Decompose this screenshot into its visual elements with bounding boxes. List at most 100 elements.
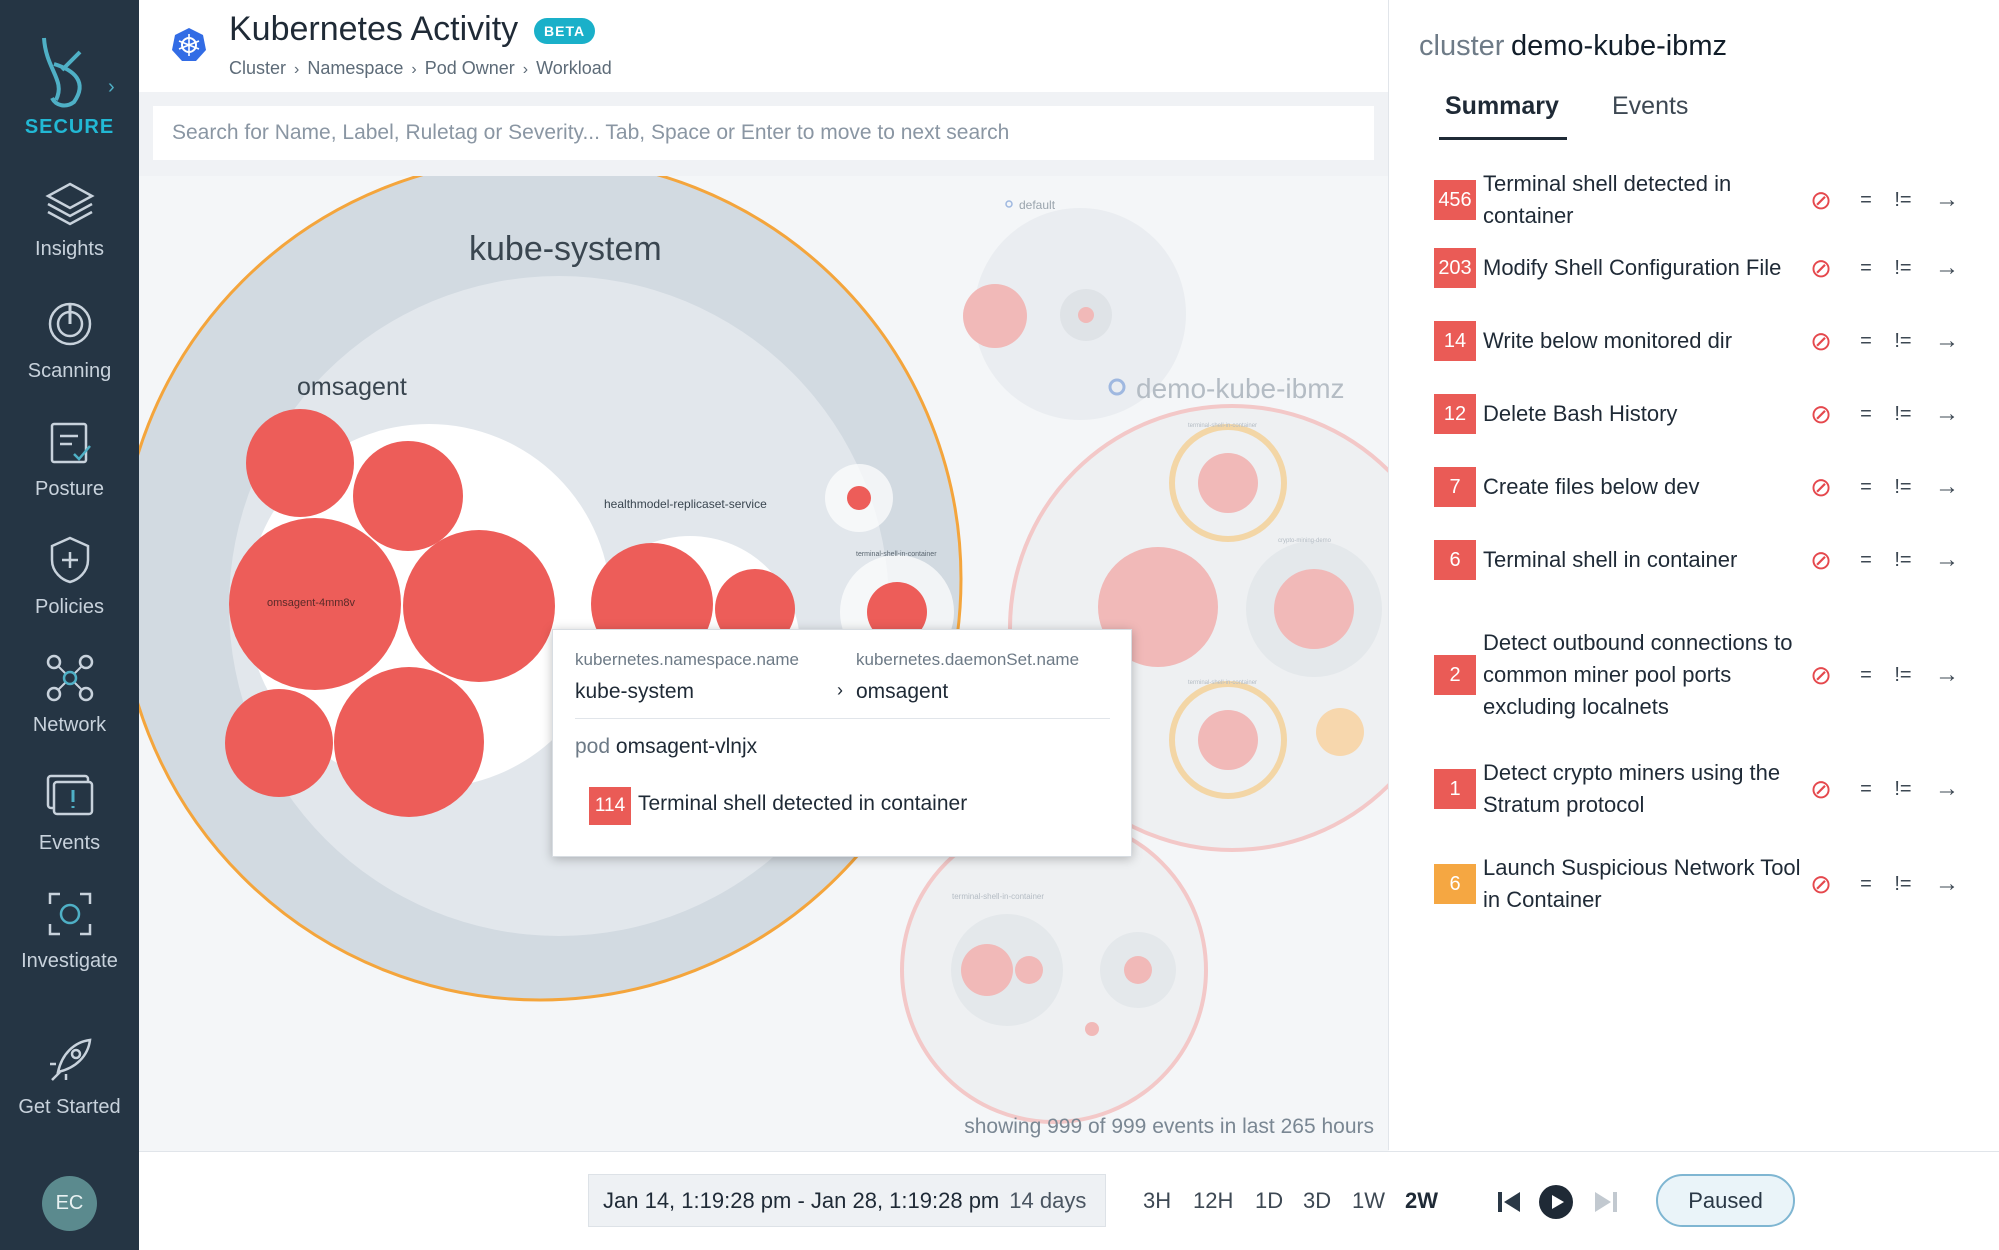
nav-get-started[interactable]: Get Started [0, 1034, 139, 1144]
pod-bubble[interactable] [867, 582, 927, 642]
secure-logo[interactable]: › [0, 20, 139, 150]
filter-equals-icon[interactable]: = [1860, 330, 1872, 352]
range-1d-button[interactable]: 1D [1255, 1188, 1284, 1213]
breadcrumb-cluster[interactable]: Cluster [229, 58, 287, 78]
pod-bubble[interactable] [961, 944, 1013, 996]
pod-key: pod [575, 735, 611, 758]
chevron-right-icon: › [522, 61, 529, 78]
pod-bubble[interactable] [1078, 307, 1094, 323]
arrow-right-icon[interactable]: → [1935, 870, 1959, 897]
filter-not-equals-icon[interactable]: != [1894, 778, 1912, 800]
exclude-icon[interactable]: ⊘ [1810, 660, 1832, 690]
exclude-icon[interactable]: ⊘ [1810, 869, 1832, 899]
range-2w-button[interactable]: 2W [1405, 1188, 1438, 1213]
arrow-right-icon[interactable]: → [1935, 546, 1959, 573]
pod-bubble[interactable] [1274, 569, 1354, 649]
chevron-right-icon: › [411, 61, 417, 78]
paused-button[interactable]: Paused [1656, 1174, 1795, 1227]
filter-not-equals-icon[interactable]: != [1894, 189, 1912, 211]
pod-bubble[interactable] [1198, 710, 1258, 770]
nav-insights[interactable]: Insights [0, 180, 139, 290]
filter-not-equals-icon[interactable]: != [1894, 257, 1912, 279]
event-row[interactable]: 203 Modify Shell Configuration File ⊘ = != → [1434, 248, 1974, 288]
pod-bubble[interactable] [847, 486, 871, 510]
filter-equals-icon[interactable]: = [1860, 664, 1872, 686]
expand-nav-icon[interactable]: › [108, 76, 115, 98]
filter-equals-icon[interactable]: = [1860, 549, 1872, 571]
avatar[interactable]: EC [42, 1176, 97, 1231]
pod-bubble[interactable] [229, 518, 401, 690]
play-icon[interactable] [1539, 1185, 1573, 1219]
breadcrumb-workload[interactable]: Workload [536, 58, 612, 78]
tab-summary[interactable]: Summary [1445, 92, 1559, 120]
nav-posture[interactable]: Posture [0, 416, 139, 526]
filter-not-equals-icon[interactable]: != [1894, 873, 1912, 895]
event-row[interactable]: 1 Detect crypto miners using the Stratum … [1434, 757, 1974, 821]
skip-forward-icon[interactable] [1593, 1190, 1619, 1214]
breadcrumb-namespace[interactable]: Namespace [307, 58, 404, 78]
filter-not-equals-icon[interactable]: != [1894, 664, 1912, 686]
arrow-right-icon[interactable]: → [1935, 186, 1959, 213]
arrow-right-icon[interactable]: → [1935, 473, 1959, 500]
arrow-right-icon[interactable]: → [1935, 400, 1959, 427]
breadcrumb-pod-owner[interactable]: Pod Owner [424, 58, 515, 78]
filter-equals-icon[interactable]: = [1860, 873, 1872, 895]
event-row[interactable]: 14 Write below monitored dir ⊘ = != → [1434, 321, 1974, 361]
exclude-icon[interactable]: ⊘ [1810, 326, 1832, 356]
tab-events[interactable]: Events [1612, 92, 1689, 120]
panel-divider[interactable] [1388, 0, 1389, 1150]
pod-bubble[interactable] [963, 284, 1027, 348]
event-row[interactable]: 2 Detect outbound connections to common m… [1434, 627, 1974, 723]
event-row[interactable]: 456 Terminal shell detected in container ⊘… [1434, 168, 1974, 232]
nav-policies[interactable]: Policies [0, 534, 139, 644]
pod-bubble[interactable] [1085, 1022, 1099, 1036]
nav-investigate[interactable]: Investigate [0, 888, 139, 998]
exclude-icon[interactable]: ⊘ [1810, 545, 1832, 575]
range-3h-button[interactable]: 3H [1143, 1188, 1172, 1213]
pod-bubble[interactable] [225, 689, 333, 797]
range-12h-button[interactable]: 12H [1193, 1188, 1234, 1213]
exclude-icon[interactable]: ⊘ [1810, 472, 1832, 502]
skip-back-icon[interactable] [1496, 1190, 1522, 1214]
time-range[interactable]: Jan 14, 1:19:28 pm - Jan 28, 1:19:28 pm 1… [588, 1174, 1106, 1227]
event-row[interactable]: 12 Delete Bash History ⊘ = != → [1434, 394, 1974, 434]
exclude-icon[interactable]: ⊘ [1810, 185, 1832, 215]
pod-bubble[interactable] [1316, 708, 1364, 756]
nav-events[interactable]: Events [0, 770, 139, 880]
workload-label: crypto-mining-demo [1278, 538, 1332, 544]
exclude-icon[interactable]: ⊘ [1810, 774, 1832, 804]
pod-bubble[interactable] [1124, 956, 1152, 984]
filter-equals-icon[interactable]: = [1860, 257, 1872, 279]
pod-bubble[interactable] [353, 441, 463, 551]
exclude-icon[interactable]: ⊘ [1810, 253, 1832, 283]
arrow-right-icon[interactable]: → [1935, 254, 1959, 281]
filter-not-equals-icon[interactable]: != [1894, 476, 1912, 498]
arrow-right-icon[interactable]: → [1935, 775, 1959, 802]
arrow-right-icon[interactable]: → [1935, 327, 1959, 354]
filter-not-equals-icon[interactable]: != [1894, 330, 1912, 352]
exclude-icon[interactable]: ⊘ [1810, 399, 1832, 429]
activity-canvas[interactable]: kube-system omsagent omsagent-4mm8v heal… [139, 176, 1389, 1151]
nav-network[interactable]: Network [0, 652, 139, 762]
nav-scanning[interactable]: Scanning [0, 298, 139, 408]
filter-not-equals-icon[interactable]: != [1894, 403, 1912, 425]
event-count-badge: 203 [1434, 248, 1476, 288]
event-row[interactable]: 6 Launch Suspicious Network Tool in Conta… [1434, 852, 1974, 916]
filter-equals-icon[interactable]: = [1860, 778, 1872, 800]
event-name: Delete Bash History [1483, 401, 1678, 426]
event-row[interactable]: 6 Terminal shell in container ⊘ = != → [1434, 540, 1974, 580]
range-3d-button[interactable]: 3D [1303, 1188, 1332, 1213]
filter-equals-icon[interactable]: = [1860, 189, 1872, 211]
event-row[interactable]: 7 Create files below dev ⊘ = != → [1434, 467, 1974, 507]
pod-bubble[interactable] [1198, 453, 1258, 513]
arrow-right-icon[interactable]: → [1935, 661, 1959, 688]
filter-equals-icon[interactable]: = [1860, 476, 1872, 498]
pod-bubble[interactable] [334, 667, 484, 817]
filter-equals-icon[interactable]: = [1860, 403, 1872, 425]
range-1w-button[interactable]: 1W [1352, 1188, 1385, 1213]
pod-bubble[interactable] [1015, 956, 1043, 984]
filter-not-equals-icon[interactable]: != [1894, 549, 1912, 571]
pod-bubble[interactable] [403, 530, 555, 682]
pod-bubble[interactable] [246, 409, 354, 517]
search-input[interactable] [153, 106, 1374, 160]
